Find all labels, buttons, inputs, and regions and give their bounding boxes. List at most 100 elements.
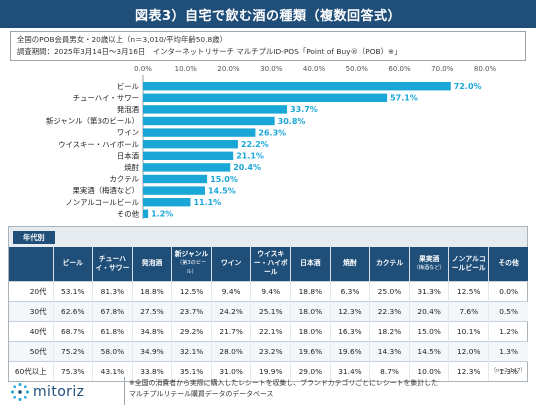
table-value-cell: 19.9% <box>250 360 291 381</box>
drinks-bar-chart: 0.0% 10.0% 20.0% 30.0% 40.0% 50.0% 60.0% 70.0% 8… <box>46 65 496 220</box>
table-header-cell: 日本酒 <box>290 247 331 281</box>
survey-period-line: 調査期間：2025年3月14日～3月16日 インターネットリサーチ マルチプルI… <box>17 47 402 56</box>
table-value-cell: 16.3% <box>329 320 370 341</box>
table-value-cell: 9.4% <box>210 280 251 301</box>
table-header-label: 焼酎 <box>343 259 357 268</box>
table-value-cell: 12.5% <box>448 280 489 301</box>
table-header-label: 新ジャンル <box>174 250 209 259</box>
table-value-cell: 18.8% <box>290 280 331 301</box>
bar <box>143 174 208 184</box>
value-label: 21.1% <box>236 152 264 161</box>
table-value-cell: 20.4% <box>408 300 449 321</box>
value-label: 1.2% <box>151 210 173 219</box>
table-value-cell: 58.0% <box>92 340 133 361</box>
table-header-label: 発泡酒 <box>141 259 163 268</box>
category-label: チューハイ・サワー <box>73 93 139 102</box>
table-header-sublabel: （梅酒など） <box>413 264 445 271</box>
table-age-cell: 50代 <box>9 340 53 361</box>
value-label: 15.0% <box>210 175 238 184</box>
table-value-cell: 14.5% <box>408 340 449 361</box>
table-value-cell: 35.1% <box>171 360 212 381</box>
bar <box>143 105 288 114</box>
table-header-sublabel: （第3のビール） <box>176 260 207 276</box>
category-label: ビール <box>117 82 140 91</box>
value-label: 30.8% <box>278 117 306 126</box>
table-value-cell: 18.0% <box>290 300 331 321</box>
table-age-cell: 20代 <box>9 280 53 301</box>
category-label: 発泡酒 <box>117 105 140 114</box>
table-header-row: ビール チューハイ・サワー 発泡酒 新ジャンル （第3のビール） ワイン ウイスキー・ハイボ… <box>9 247 529 281</box>
x-tick-label: 60.0% <box>388 65 411 73</box>
table-header-cell: ワイン <box>210 247 251 281</box>
table-header-cell: 果実酒 （梅酒など） <box>408 247 449 281</box>
table-value-cell: 28.0% <box>210 340 251 361</box>
table-row: 50代 75.2% 58.0% 34.9% 32.1% 28.0% 23.2% 19.6% 19… <box>9 340 529 361</box>
table-header-cell: ウイスキー・ハイボール <box>250 247 291 281</box>
table-value-cell: 10.0% <box>408 360 449 381</box>
table-header-label: ワイン <box>220 259 242 268</box>
table-value-cell: 9.4% <box>250 280 291 301</box>
value-label: 14.5% <box>208 186 236 195</box>
table-header-cell: その他 <box>488 247 529 281</box>
bar <box>143 93 388 102</box>
table-value-cell: 18.8% <box>131 280 172 301</box>
table-value-cell: 43.1% <box>92 360 133 381</box>
table-value-cell: 33.8% <box>131 360 172 381</box>
survey-info-box: 全国のPOB会員男女・20歳以上（n＝3,010/平均年齢50.8歳） 調査期間… <box>10 31 526 61</box>
table-value-cell: 67.8% <box>92 300 133 321</box>
value-label: 11.1% <box>193 198 221 207</box>
table-value-cell: 18.2% <box>369 320 410 341</box>
table-header-cell: 発泡酒 <box>131 247 172 281</box>
table-row: 20代 53.1% 81.3% 18.8% 12.5% 9.4% 9.4% 18.8% 6.3%… <box>9 280 529 301</box>
table-age-cell: 30代 <box>9 300 53 321</box>
table-value-cell: 62.6% <box>52 300 93 321</box>
table-header-label: ビール <box>62 259 83 268</box>
table-value-cell: 14.3% <box>369 340 410 361</box>
survey-sample-line: 全国のPOB会員男女・20歳以上（n＝3,010/平均年齢50.8歳） <box>17 35 227 44</box>
value-label: 22.2% <box>241 140 269 149</box>
dotted-circle-icon <box>11 383 29 401</box>
category-label: ノンアルコールビール <box>65 198 139 207</box>
table-value-cell: 31.0% <box>210 360 251 381</box>
table-value-cell: 1.3% <box>488 340 529 361</box>
bar <box>143 82 451 91</box>
category-label: 焼酎 <box>124 163 139 172</box>
table-header-label: カクテル <box>375 259 404 268</box>
table-value-cell: 25.1% <box>250 300 291 321</box>
table-value-cell: 1.2% <box>488 320 529 341</box>
table-header-label: チューハイ・サワー <box>95 254 130 272</box>
footnote: ※全国の消費者から実際に購入したレシートを収集し、ブランドカテゴリごとにレシート… <box>124 377 528 405</box>
value-label: 57.1% <box>390 94 418 103</box>
table-value-cell: 19.6% <box>329 340 370 361</box>
table-age-cell: 60代以上 <box>9 360 53 381</box>
value-label: 72.0% <box>454 82 482 91</box>
table-value-cell: 31.3% <box>408 280 449 301</box>
table-title-bar: 年代別 <box>9 227 527 247</box>
table-header-cell: チューハイ・サワー <box>92 247 133 281</box>
table-header-label: ウイスキー・ハイボール <box>253 250 288 277</box>
table-value-cell: 75.3% <box>52 360 93 381</box>
value-label: 20.4% <box>233 163 261 172</box>
footnote-line-2: マルチプルリテール購買データのデータベース <box>129 390 274 398</box>
table-value-cell: 23.7% <box>171 300 212 321</box>
table-value-cell: 34.8% <box>131 320 172 341</box>
table-value-cell: 6.3% <box>329 280 370 301</box>
category-label: 新ジャンル（第3のビール） <box>46 117 139 126</box>
table-value-cell: 7.6% <box>448 300 489 321</box>
bar <box>143 198 191 207</box>
bar <box>143 116 275 126</box>
table-value-cell: 22.3% <box>369 300 410 321</box>
table-header-label: ノンアルコールビール <box>451 254 486 272</box>
table-value-cell: 1.3% <box>488 360 529 381</box>
table-header-label: 日本酒 <box>300 259 321 268</box>
table-value-cell: 10.1% <box>448 320 489 341</box>
category-label: 果実酒（梅酒など） <box>72 186 139 195</box>
x-tick-label: 70.0% <box>431 65 454 73</box>
bar <box>143 140 238 149</box>
table-row: 60代以上 75.3% 43.1% 33.8% 35.1% 31.0% 19.9% 29.0%… <box>9 360 529 381</box>
table-row: 40代 68.7% 61.8% 34.8% 29.2% 21.7% 22.1% 18.0% 16… <box>9 320 529 341</box>
x-tick-label: 10.0% <box>175 65 198 73</box>
category-label: 日本酒 <box>117 151 140 160</box>
x-tick-label: 30.0% <box>260 65 283 73</box>
bar <box>143 186 205 195</box>
